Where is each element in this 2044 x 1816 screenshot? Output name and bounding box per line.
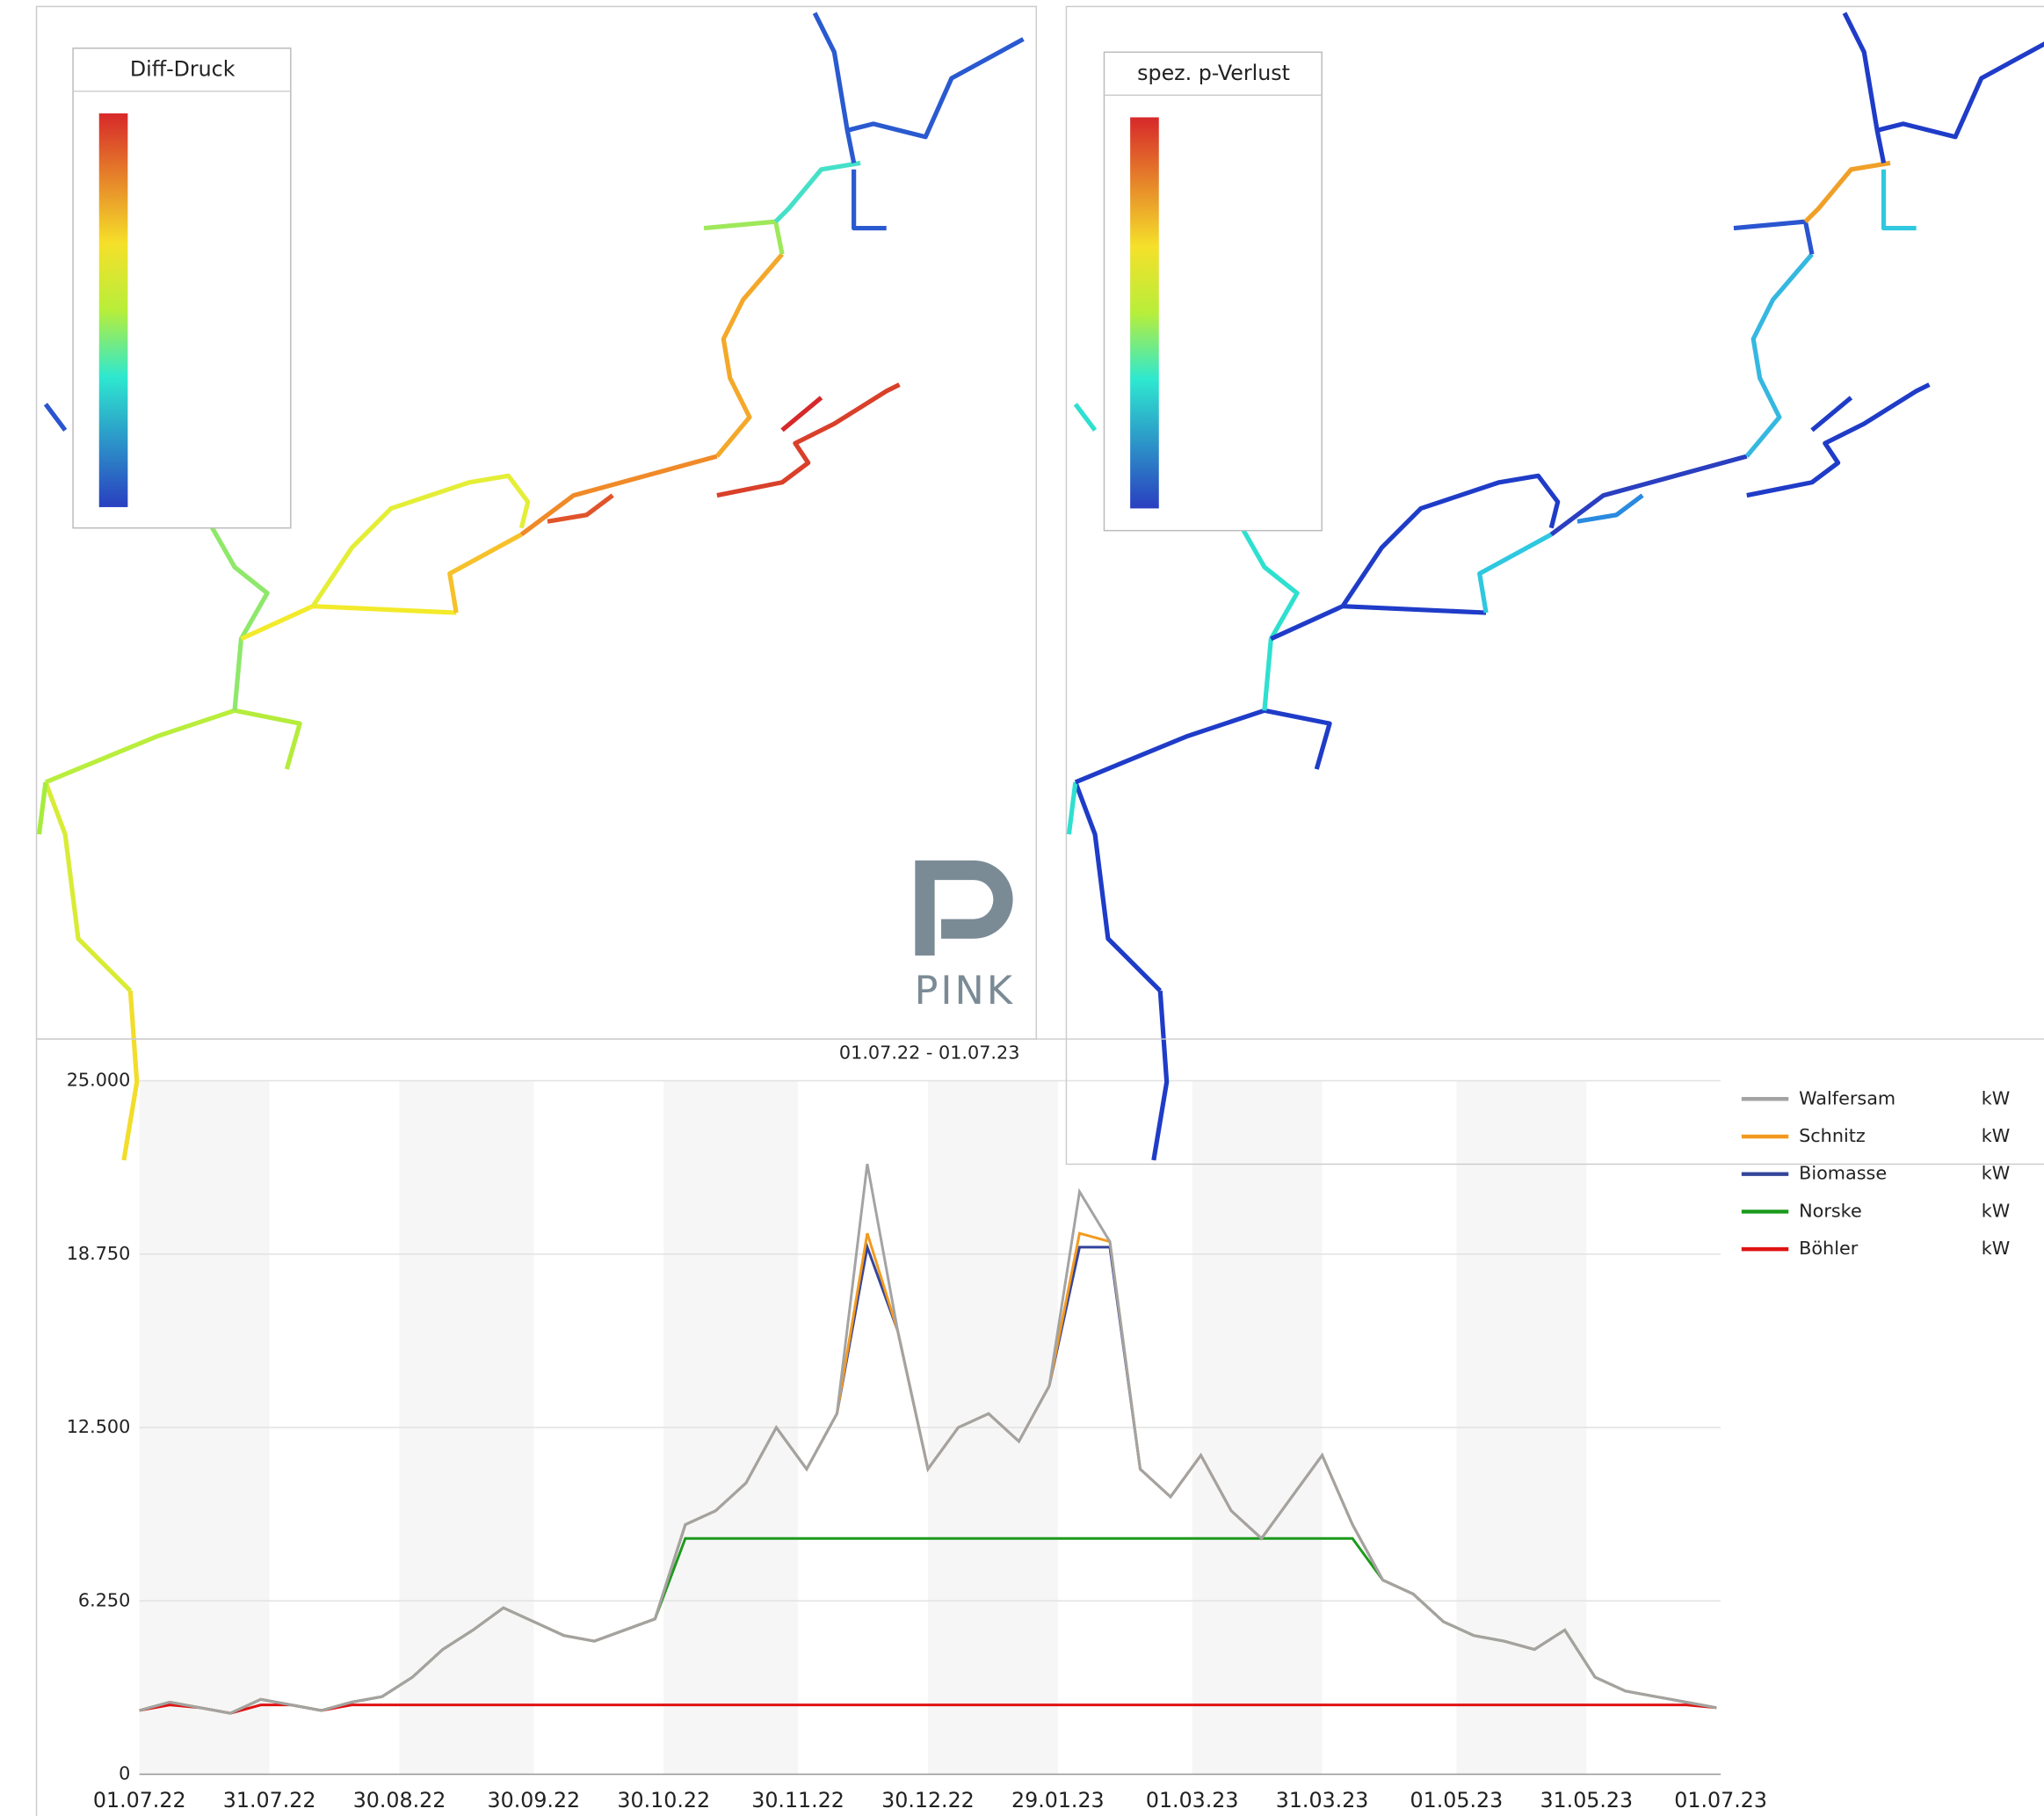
pipe bbox=[1265, 710, 1330, 769]
legend-title: spez. p-Verlust bbox=[1137, 61, 1290, 85]
pipe bbox=[1845, 13, 1877, 130]
y-tick-label: 18.750 bbox=[67, 1243, 131, 1264]
pipe bbox=[450, 534, 522, 613]
legend-unit: kW bbox=[1982, 1200, 2011, 1221]
pipe bbox=[241, 607, 456, 639]
page: 01.07.22 31.07.22 30.08.22 30.09.22 30.10.22… bbox=[0, 0, 2044, 1816]
screen: 01.07.22 31.07.22 30.08.22 30.09.22 30.10.22… bbox=[0, 0, 2044, 1816]
pipe bbox=[854, 170, 887, 229]
x-tick-label: 29.01.23 bbox=[1011, 1788, 1105, 1812]
legend-label: Walfersam bbox=[1799, 1087, 1895, 1108]
pipe bbox=[1076, 710, 1265, 782]
pipe bbox=[1806, 163, 1890, 222]
x-tick-label: 31.03.23 bbox=[1276, 1788, 1369, 1812]
pipe bbox=[847, 39, 1023, 163]
map-legend: Diff-Druck bbox=[73, 48, 291, 528]
x-tick-label: 01.05.23 bbox=[1410, 1788, 1504, 1812]
pipe bbox=[776, 163, 860, 222]
logo: PINK bbox=[915, 861, 1015, 1013]
map-legend: spez. p-Verlust bbox=[1104, 52, 1322, 530]
pipe bbox=[46, 710, 235, 782]
logo-mark bbox=[915, 861, 1012, 955]
legend-label: Böhler bbox=[1799, 1238, 1859, 1259]
legend-unit: kW bbox=[1982, 1163, 2011, 1184]
pipe bbox=[1076, 404, 1095, 431]
pipe bbox=[717, 254, 782, 456]
pipe bbox=[208, 521, 267, 710]
x-tick-label: 30.09.22 bbox=[488, 1788, 581, 1812]
pipe bbox=[717, 385, 900, 496]
legend-unit: kW bbox=[1982, 1087, 2011, 1108]
y-tick-label: 12.500 bbox=[67, 1416, 131, 1437]
y-tick-label: 0 bbox=[119, 1763, 130, 1784]
pipe bbox=[1238, 521, 1297, 710]
x-tick-label: 31.05.23 bbox=[1540, 1788, 1633, 1812]
date-range: 01.07.22 - 01.07.23 bbox=[839, 1042, 1020, 1063]
x-tick-label: 01.07.22 bbox=[93, 1788, 186, 1812]
x-tick-label: 30.11.22 bbox=[751, 1788, 844, 1812]
legend-unit: kW bbox=[1982, 1125, 2011, 1146]
pipe bbox=[1747, 254, 1812, 456]
legend-title: Diff-Druck bbox=[130, 57, 236, 82]
pipe bbox=[1069, 782, 1075, 834]
legend-label: Biomasse bbox=[1799, 1163, 1887, 1184]
pipe bbox=[1877, 39, 2044, 163]
pipe bbox=[46, 782, 130, 991]
y-tick-label: 6.250 bbox=[78, 1589, 130, 1610]
pipe bbox=[1154, 991, 1167, 1160]
legend-unit: kW bbox=[1982, 1238, 2011, 1259]
pipe bbox=[704, 222, 782, 254]
chart: 01.07.22 31.07.22 30.08.22 30.09.22 30.10.22… bbox=[67, 1070, 2011, 1813]
pipe bbox=[313, 476, 528, 606]
pipe bbox=[1480, 534, 1552, 613]
pipe bbox=[40, 782, 46, 834]
color-bar bbox=[1130, 117, 1159, 508]
y-tick-label: 25.000 bbox=[67, 1070, 131, 1091]
x-tick-label: 30.08.22 bbox=[353, 1788, 446, 1812]
pipe bbox=[235, 710, 300, 769]
x-tick-label: 01.07.23 bbox=[1674, 1788, 1767, 1812]
maps: 572 kPa485 kPa398 kPa311 kPa224 kPa137 k… bbox=[40, 13, 2044, 1160]
x-tick-label: 30.10.22 bbox=[617, 1788, 710, 1812]
pipe bbox=[46, 404, 65, 431]
pipe bbox=[815, 13, 847, 130]
legend-label: Norske bbox=[1799, 1200, 1862, 1221]
pipe bbox=[1884, 170, 1917, 229]
x-tick-label: 31.07.22 bbox=[223, 1788, 316, 1812]
pipe bbox=[1271, 607, 1486, 639]
logo-text: PINK bbox=[915, 969, 1015, 1013]
pipe bbox=[782, 397, 822, 430]
pipe bbox=[1343, 476, 1558, 606]
x-tick-label: 01.03.23 bbox=[1146, 1788, 1239, 1812]
pipe bbox=[1812, 397, 1852, 430]
x-tick-label: 30.12.22 bbox=[881, 1788, 975, 1812]
color-bar bbox=[99, 113, 128, 507]
pipe bbox=[1076, 782, 1160, 991]
legend-label: Schnitz bbox=[1799, 1125, 1866, 1146]
pipe bbox=[1747, 385, 1930, 496]
pipe bbox=[1734, 222, 1812, 254]
